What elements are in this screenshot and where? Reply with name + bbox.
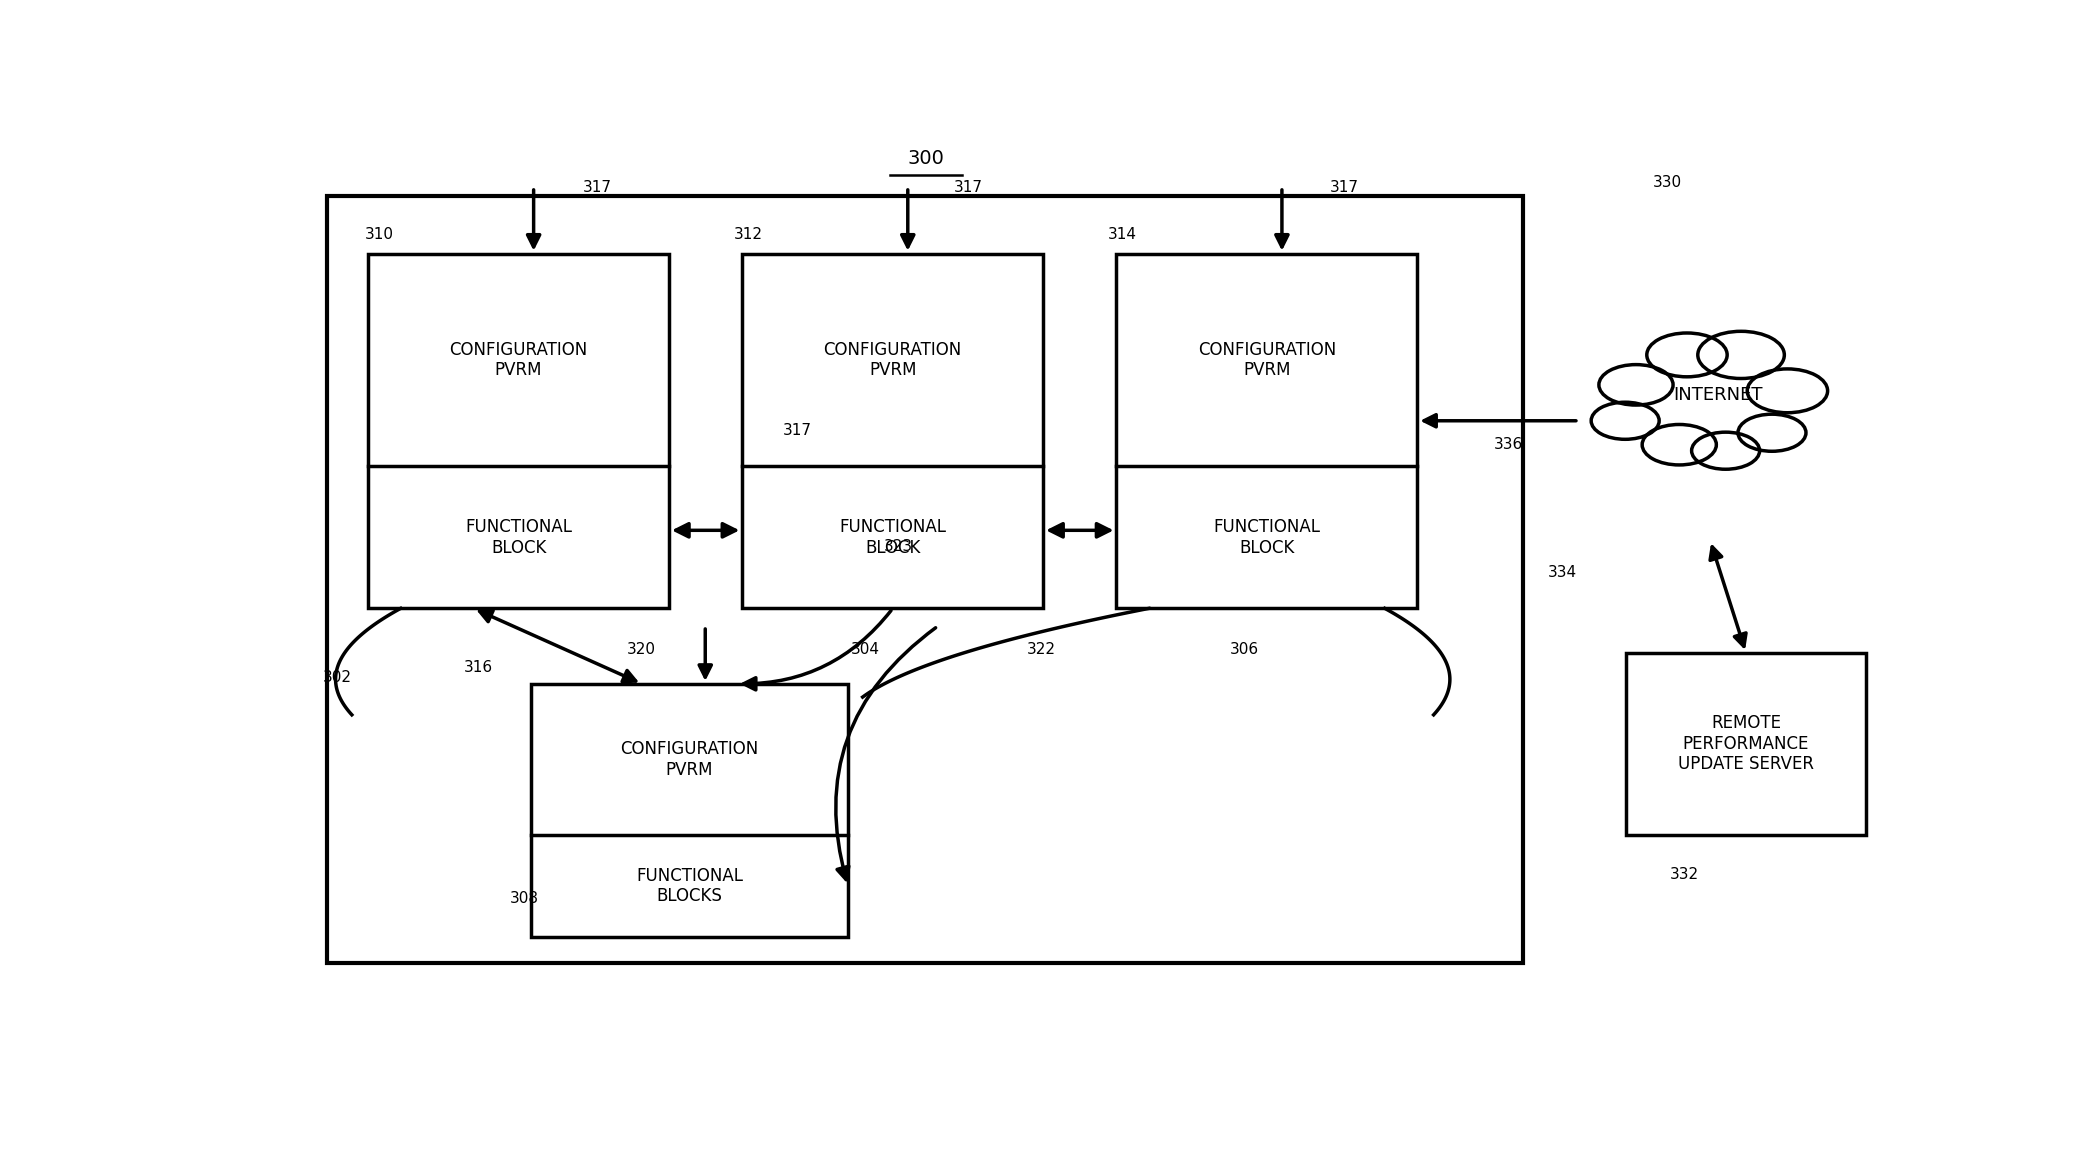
Text: CONFIGURATION
PVRM: CONFIGURATION PVRM bbox=[1199, 341, 1335, 379]
Text: 330: 330 bbox=[1654, 175, 1683, 190]
Text: 316: 316 bbox=[464, 660, 493, 675]
Circle shape bbox=[1698, 332, 1784, 379]
Text: CONFIGURATION
PVRM: CONFIGURATION PVRM bbox=[621, 741, 758, 779]
Text: FUNCTIONAL
BLOCK: FUNCTIONAL BLOCK bbox=[840, 518, 947, 556]
Text: 317: 317 bbox=[584, 180, 611, 195]
Text: 322: 322 bbox=[1026, 642, 1056, 657]
Circle shape bbox=[1746, 369, 1828, 412]
Text: 336: 336 bbox=[1494, 437, 1524, 452]
Text: 317: 317 bbox=[953, 180, 982, 195]
Text: FUNCTIONAL
BLOCKS: FUNCTIONAL BLOCKS bbox=[636, 866, 743, 905]
Text: CONFIGURATION
PVRM: CONFIGURATION PVRM bbox=[823, 341, 961, 379]
Circle shape bbox=[1591, 402, 1658, 439]
Circle shape bbox=[1641, 424, 1717, 465]
Text: 317: 317 bbox=[783, 424, 812, 439]
Text: FUNCTIONAL
BLOCK: FUNCTIONAL BLOCK bbox=[466, 518, 573, 556]
FancyBboxPatch shape bbox=[1625, 653, 1866, 834]
Text: 323: 323 bbox=[884, 539, 913, 554]
Text: 310: 310 bbox=[365, 227, 395, 242]
Text: 317: 317 bbox=[1329, 180, 1358, 195]
Circle shape bbox=[1599, 365, 1673, 406]
Circle shape bbox=[1648, 333, 1727, 377]
FancyBboxPatch shape bbox=[327, 196, 1524, 963]
FancyBboxPatch shape bbox=[743, 253, 1043, 608]
Text: 304: 304 bbox=[852, 642, 879, 657]
FancyBboxPatch shape bbox=[531, 684, 848, 937]
Circle shape bbox=[1692, 432, 1759, 469]
Text: 308: 308 bbox=[510, 890, 539, 905]
Text: 314: 314 bbox=[1108, 227, 1138, 242]
Text: 302: 302 bbox=[323, 670, 351, 685]
Text: 334: 334 bbox=[1547, 566, 1576, 581]
Text: 300: 300 bbox=[907, 149, 945, 168]
Text: 312: 312 bbox=[735, 227, 764, 242]
Text: CONFIGURATION
PVRM: CONFIGURATION PVRM bbox=[449, 341, 588, 379]
FancyBboxPatch shape bbox=[367, 253, 670, 608]
Text: 332: 332 bbox=[1669, 867, 1698, 882]
Text: INTERNET: INTERNET bbox=[1673, 386, 1763, 404]
Text: 320: 320 bbox=[628, 642, 657, 657]
Text: 306: 306 bbox=[1230, 642, 1259, 657]
Text: FUNCTIONAL
BLOCK: FUNCTIONAL BLOCK bbox=[1213, 518, 1320, 556]
Text: REMOTE
PERFORMANCE
UPDATE SERVER: REMOTE PERFORMANCE UPDATE SERVER bbox=[1677, 714, 1814, 773]
Circle shape bbox=[1738, 415, 1805, 452]
FancyBboxPatch shape bbox=[1117, 253, 1417, 608]
